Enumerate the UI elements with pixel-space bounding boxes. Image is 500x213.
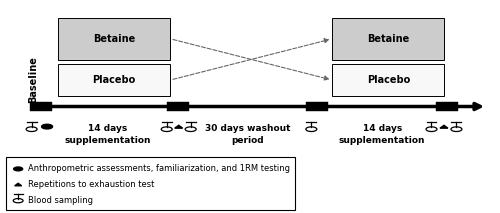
Bar <box>436 102 458 111</box>
Bar <box>166 102 188 111</box>
Bar <box>58 18 170 60</box>
Text: Placebo: Placebo <box>92 75 136 85</box>
Text: 14 days
supplementation: 14 days supplementation <box>64 124 151 145</box>
Text: Betaine: Betaine <box>367 34 410 44</box>
Polygon shape <box>440 125 448 128</box>
Bar <box>332 18 444 60</box>
Text: Baseline: Baseline <box>28 57 38 104</box>
Bar <box>6 157 295 210</box>
Text: Repetitions to exhaustion test: Repetitions to exhaustion test <box>28 180 154 189</box>
Circle shape <box>42 124 52 129</box>
Text: Blood sampling: Blood sampling <box>28 196 93 205</box>
Polygon shape <box>14 183 21 186</box>
Text: Betaine: Betaine <box>93 34 136 44</box>
Bar <box>58 64 170 96</box>
Bar <box>30 102 52 111</box>
Circle shape <box>14 167 22 171</box>
Polygon shape <box>174 125 182 128</box>
Text: Anthropometric assessments, familiarization, and 1RM testing: Anthropometric assessments, familiarizat… <box>28 164 290 173</box>
Text: 14 days
supplementation: 14 days supplementation <box>339 124 426 145</box>
Text: 30 days washout
period: 30 days washout period <box>205 124 290 145</box>
Bar <box>332 64 444 96</box>
Text: Placebo: Placebo <box>366 75 410 85</box>
Bar <box>306 102 328 111</box>
